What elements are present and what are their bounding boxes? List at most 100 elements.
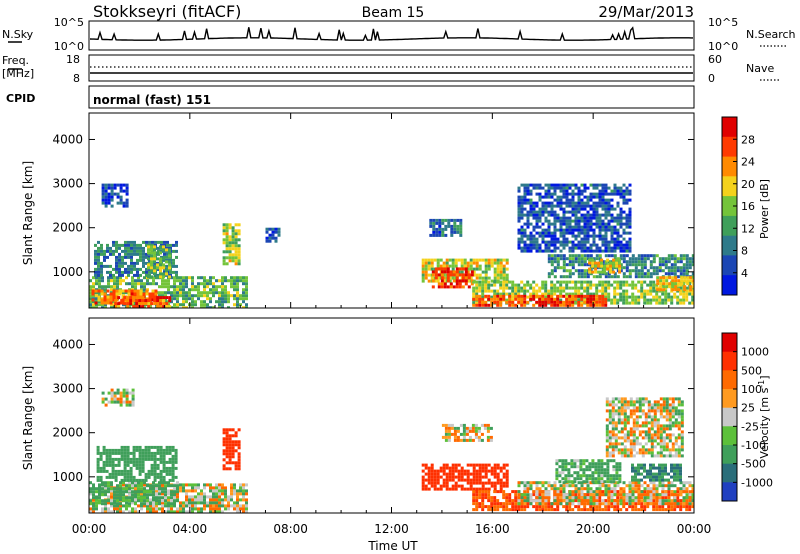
velocity-cell [147, 451, 151, 455]
power-cell [118, 270, 121, 274]
power-cell [176, 279, 179, 283]
velocity-cell [236, 507, 239, 511]
power-cell [478, 276, 482, 280]
power-cell [640, 263, 644, 267]
power-cell [616, 237, 620, 241]
velocity-cell [191, 486, 194, 490]
power-cell [455, 285, 459, 289]
velocity-cell [150, 451, 154, 455]
power-cell [106, 295, 110, 299]
power-cell [598, 303, 602, 307]
power-cell [577, 210, 581, 214]
power-cell [478, 280, 482, 284]
power-cell [547, 275, 551, 279]
power-cell [559, 303, 563, 307]
velocity-cell [442, 466, 446, 470]
velocity-cell [174, 448, 178, 452]
power-cell [115, 258, 118, 262]
power-cell [496, 258, 500, 262]
power-cell [562, 254, 566, 258]
velocity-cell [129, 475, 133, 479]
power-cell [165, 305, 169, 308]
velocity-cell [487, 469, 491, 473]
power-cell [577, 198, 581, 202]
power-cell [532, 286, 536, 290]
velocity-cell [239, 498, 242, 502]
velocity-cell [120, 478, 124, 482]
velocity-cell [604, 484, 608, 488]
power-cell [130, 292, 134, 296]
power-cell [583, 195, 587, 199]
power-cell [659, 282, 663, 286]
power-cell [421, 276, 425, 280]
velocity-cell [126, 463, 130, 467]
power-cell [553, 192, 557, 196]
velocity-cell [573, 471, 577, 475]
power-cell [541, 201, 545, 205]
power-cell [547, 222, 551, 226]
velocity-cell [113, 507, 116, 511]
power-cell [676, 257, 680, 261]
power-cell [604, 297, 608, 301]
velocity-cell [433, 478, 437, 482]
power-cell [673, 292, 677, 296]
power-cell [505, 276, 509, 280]
velocity-cell [125, 490, 128, 494]
power-cell [164, 285, 167, 289]
velocity-cell [191, 504, 194, 508]
power-cell [89, 294, 92, 298]
power-cell [115, 246, 118, 250]
velocity-heatmap-panel: 00:00 04:00 08:00 12:00 16:00 20:00 00:0010002… [21, 317, 773, 553]
velocity-cell [101, 493, 104, 497]
power-cell [442, 264, 446, 268]
power-cell [553, 216, 557, 220]
power-cell [132, 305, 136, 308]
power-cell [233, 279, 236, 283]
power-cell [616, 228, 620, 232]
power-cell [520, 237, 524, 241]
velocity-cell [526, 490, 530, 494]
power-cell [589, 183, 593, 187]
velocity-cell [441, 423, 445, 427]
power-cell [173, 288, 176, 292]
velocity-cell [131, 501, 134, 505]
power-cell [159, 272, 162, 276]
velocity-cell [493, 502, 497, 506]
power-cell [586, 222, 590, 226]
power-cell [225, 238, 229, 242]
power-cell [245, 276, 248, 280]
power-cell [580, 207, 584, 211]
velocity-cell [499, 490, 503, 494]
power-cell [619, 189, 623, 193]
power-cell [119, 183, 123, 187]
power-cell [643, 301, 647, 305]
power-cell [547, 219, 551, 223]
power-cell [604, 254, 608, 258]
power-cell [127, 264, 130, 268]
velocity-cell [150, 466, 154, 470]
power-cell [601, 228, 605, 232]
velocity-cell [228, 446, 232, 450]
velocity-cell [155, 507, 158, 511]
velocity-cell [421, 469, 425, 473]
power-cell [610, 204, 614, 208]
power-cell [141, 296, 145, 300]
power-cell [457, 258, 461, 262]
power-cell [622, 298, 626, 302]
power-cell [580, 283, 584, 287]
velocity-cell [652, 481, 656, 485]
power-cell [574, 207, 578, 211]
power-cell [586, 234, 590, 238]
velocity-cell [194, 489, 197, 493]
power-cell [445, 261, 449, 265]
power-cell [580, 237, 584, 241]
power-cell [484, 289, 488, 293]
power-cell [544, 295, 548, 299]
velocity-cell [239, 507, 242, 511]
velocity-cell [556, 493, 560, 497]
power-cell [655, 301, 659, 305]
power-cell [565, 283, 569, 287]
velocity-cell [222, 428, 226, 432]
power-cell [445, 258, 449, 262]
power-cell [634, 275, 638, 279]
